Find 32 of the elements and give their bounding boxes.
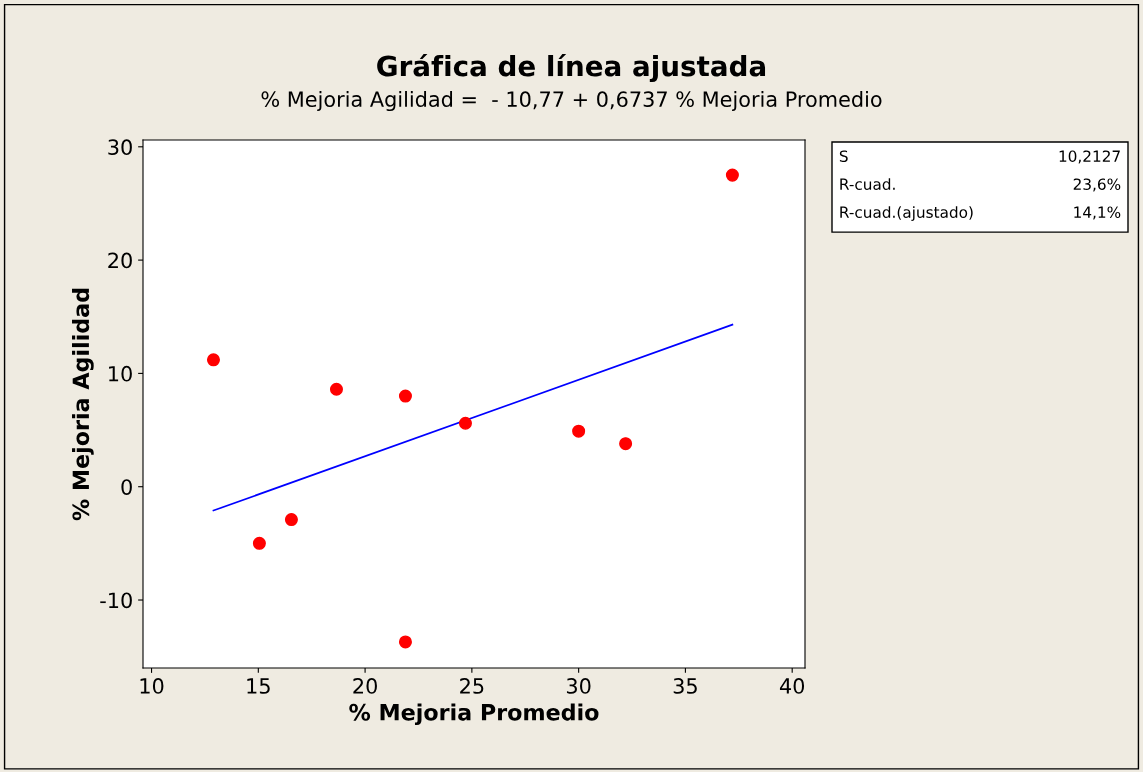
point [329,382,343,396]
x-tick-label: 30 [566,678,591,694]
text: 10,2127 [1059,150,1120,164]
text: S [839,150,848,162]
point [725,168,739,182]
point [398,635,412,649]
point [252,536,266,550]
chart-subtitle: % Mejoria Agilidad = - 10,77 + 0,6737 % Mejoria Promedio [261,90,882,112]
x-tick-label: 35 [673,678,697,694]
y-tick-label: -10 [100,592,132,609]
chart-title: Gráfica de línea ajustada [377,53,766,83]
text: 14,1% [1074,206,1121,220]
x-axis-title: % Mejoria Promedio [349,703,599,726]
y-tick-label: 0 [121,479,132,495]
point [619,437,633,451]
x-tick-label: 25 [460,678,484,694]
x-tick-label: 15 [247,678,270,694]
point [572,424,586,438]
point [398,389,412,403]
x-tick-label: 20 [353,678,377,694]
y-axis-title: % Mejoria Agilidad [72,288,94,521]
y-tick-label: 10 [109,365,132,382]
text: R-cuad.(ajustado) [840,206,973,221]
point [284,513,298,527]
text: R-cuad. [840,178,895,190]
x-tick-label: 10 [140,678,164,694]
text: 23,6% [1073,178,1121,192]
y-tick-label: 30 [108,139,132,156]
x-tick-label: 40 [779,678,805,694]
point [206,353,220,367]
y-tick-label: 20 [108,252,132,269]
point [458,416,472,430]
